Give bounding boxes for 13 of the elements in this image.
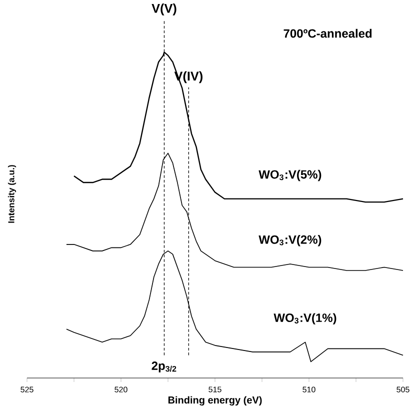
- text: 700ºC-annealed: [284, 28, 372, 38]
- series-label: WO$_{3}$:V(2%): [258, 235, 322, 246]
- x-tick-label: 515: [208, 386, 222, 392]
- y-axis-title: Intensity (a.u.): [8, 165, 16, 223]
- x-axis-title: Binding energy (eV): [168, 396, 262, 406]
- series-label: WO$_{3}$:V(5%): [258, 170, 322, 182]
- series-label: WO$_{3}$:V(1%): [274, 313, 336, 324]
- ref-line-label: V(V): [152, 4, 176, 16]
- x-tick-label: 520: [114, 386, 128, 392]
- x-tick-label: 505: [396, 386, 410, 392]
- x-tick-label: 510: [302, 386, 316, 392]
- annotation: 2p$_{3/2}$: [152, 362, 176, 372]
- x-tick-label: 525: [20, 386, 34, 392]
